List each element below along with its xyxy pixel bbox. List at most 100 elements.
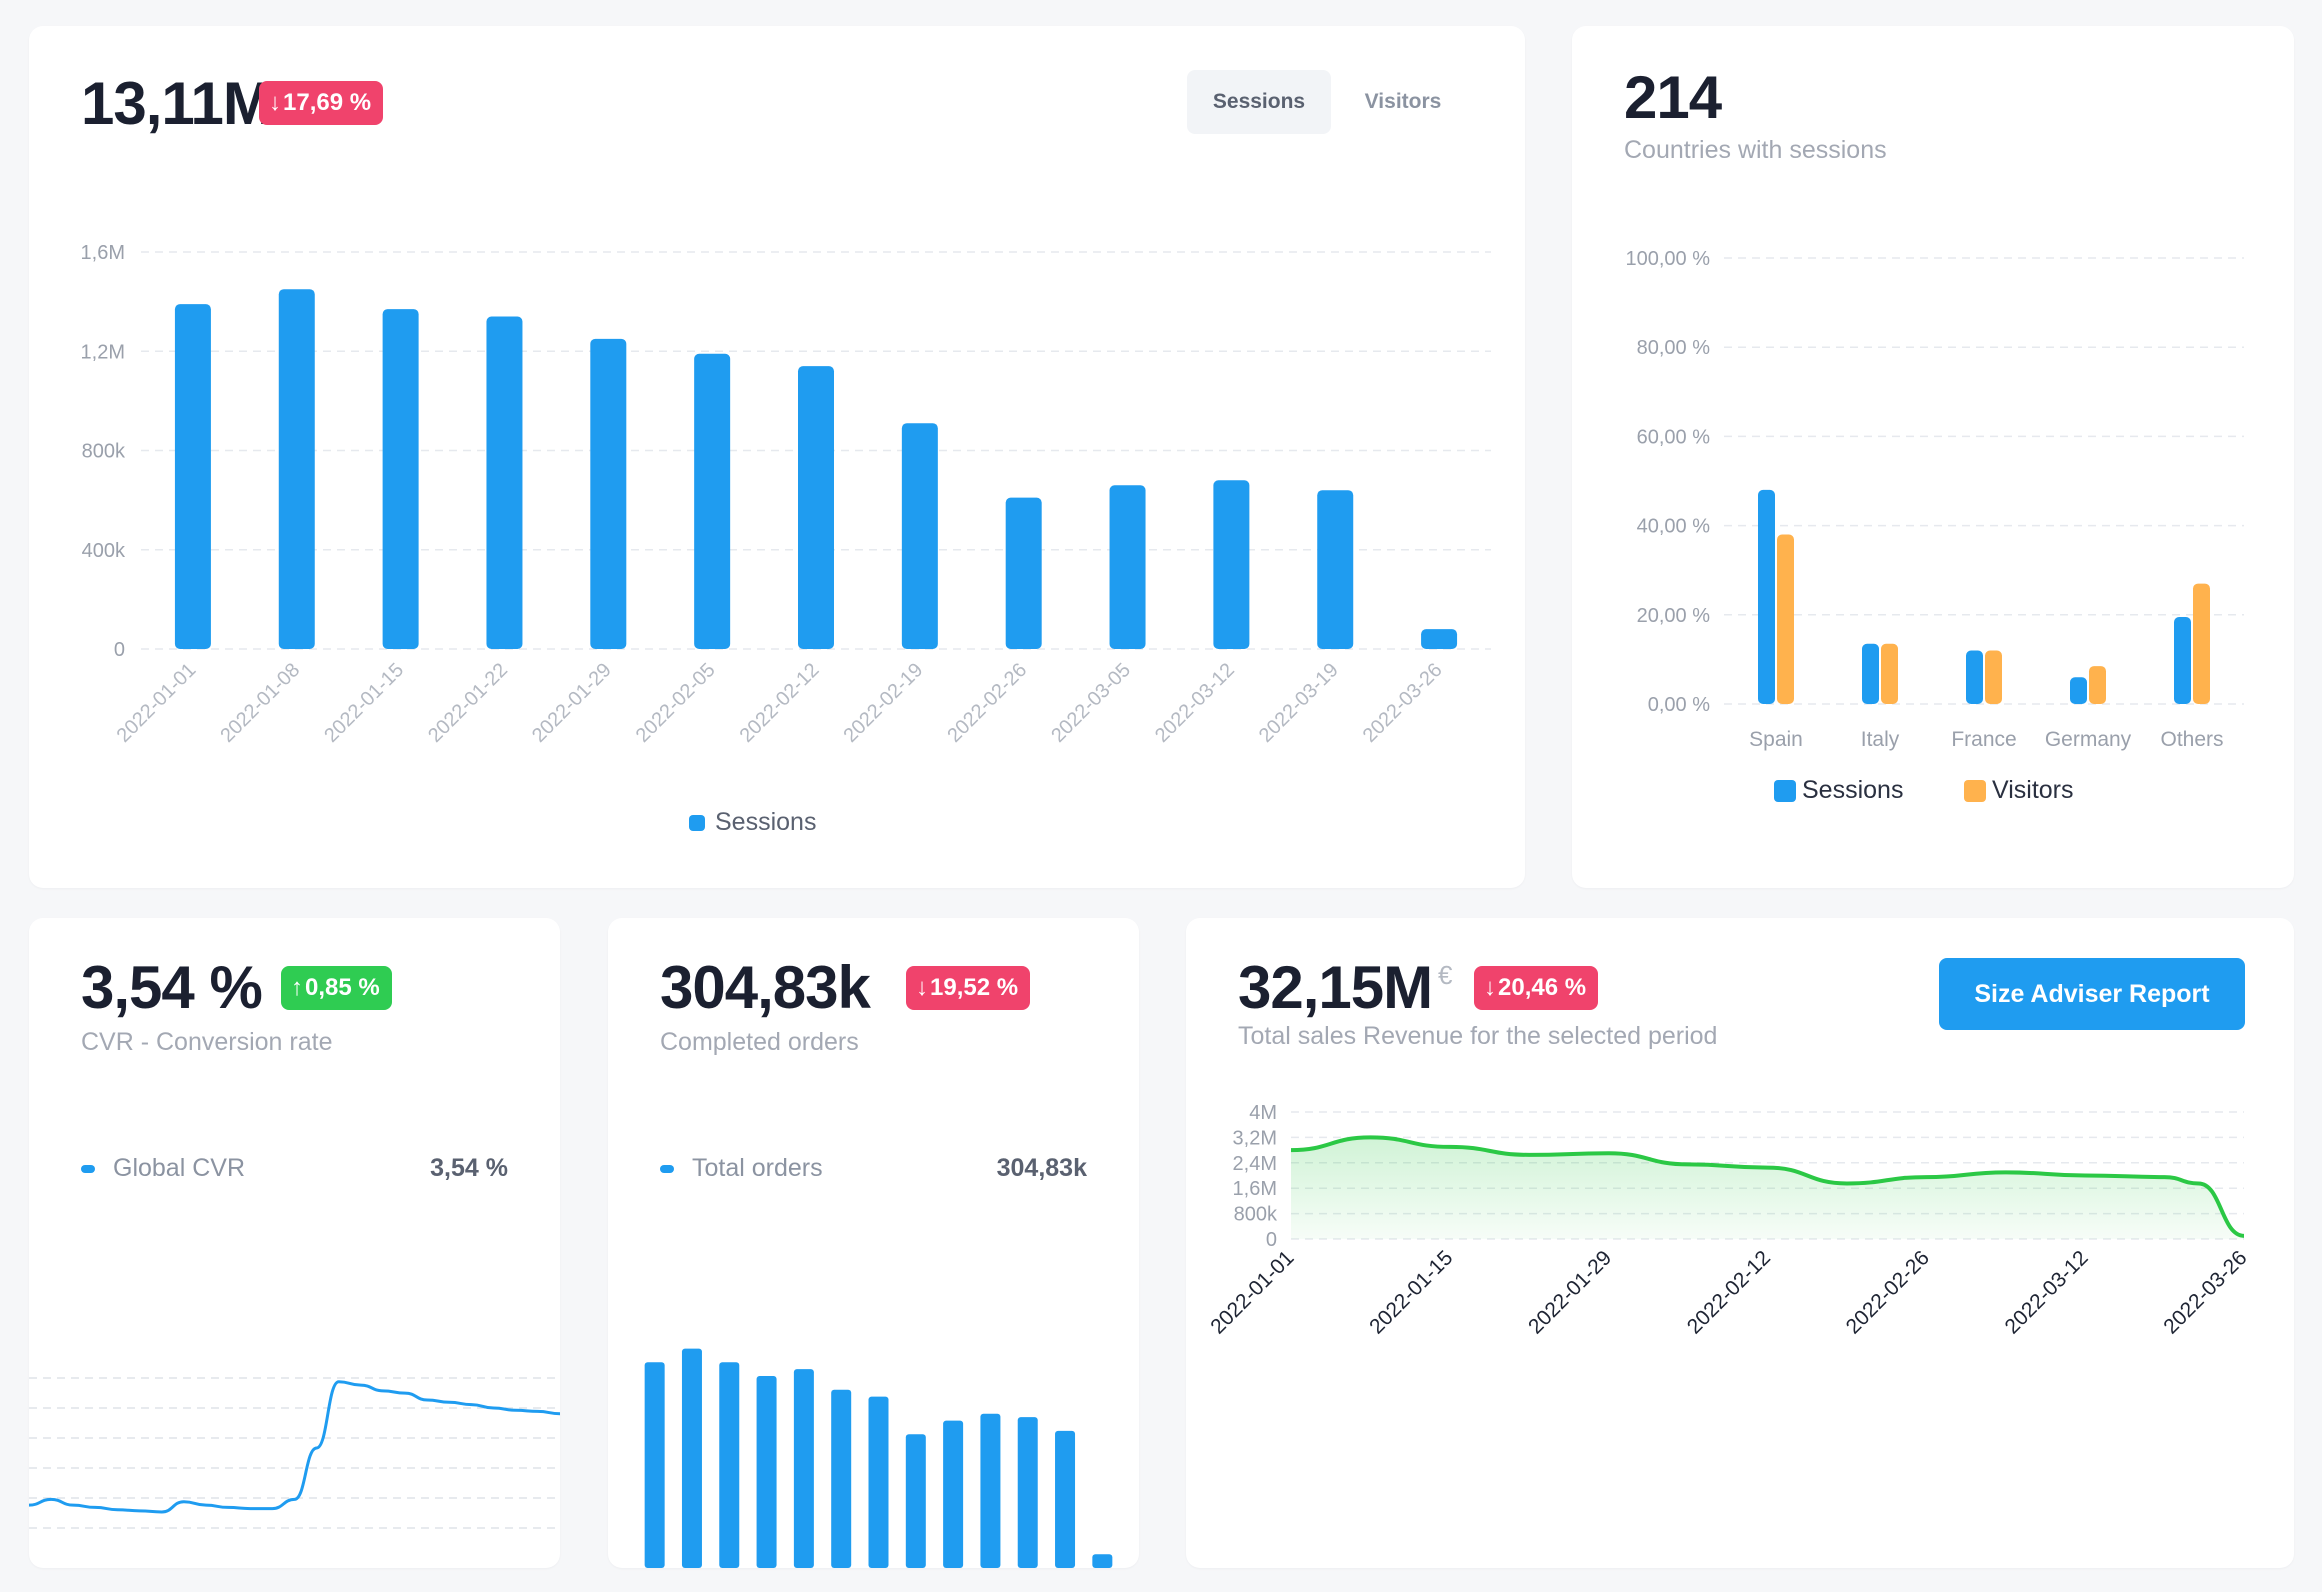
orders-change-badge: ↓19,52 % [906, 966, 1031, 1010]
tab-visitors[interactable]: Visitors [1364, 90, 1442, 113]
legend-sessions-label: Sessions [715, 808, 817, 836]
revenue-area-fill [1291, 1137, 2244, 1239]
y-tick-label: 4M [1249, 1102, 1277, 1124]
sessions-legend[interactable]: Sessions [689, 808, 816, 837]
revenue-subtitle: Total sales Revenue for the selected per… [1238, 1022, 1718, 1050]
countries-bar-sessions[interactable] [2174, 617, 2191, 704]
countries-legend-visitors[interactable]: Visitors [1964, 776, 2074, 805]
cvr-stat-value: 3,54 % [430, 1154, 508, 1182]
countries-legend-sessions[interactable]: Sessions [1774, 776, 1903, 805]
countries-chart: 0,00 % 20,00 % 40,00 % 60,00 % 80,00 % 100,00… [1625, 248, 2244, 751]
legend-dot-orders [660, 1165, 674, 1174]
legend-dot-sessions [689, 815, 705, 832]
x-tick-label: France [1951, 728, 2016, 751]
x-tick-label: 2022-01-08 [216, 659, 304, 747]
sessions-change-badge: ↓17,69 % [259, 81, 384, 125]
y-tick-label: 60,00 % [1637, 426, 1711, 448]
cvr-stat-label: Global CVR [113, 1154, 245, 1182]
cvr-chart [29, 1377, 560, 1529]
countries-bar-sessions[interactable] [1862, 643, 1879, 704]
countries-bar-sessions[interactable] [2070, 677, 2087, 704]
y-tick-label: 1,6M [81, 242, 125, 264]
sessions-bar[interactable] [1317, 490, 1354, 649]
countries-bar-visitors[interactable] [1777, 534, 1794, 704]
orders-bar[interactable] [681, 1348, 702, 1568]
y-tick-label: 1,6M [1233, 1178, 1277, 1200]
x-tick-label: Germany [2045, 728, 2132, 751]
y-tick-label: 20,00 % [1637, 605, 1711, 627]
orders-bar[interactable] [1017, 1417, 1038, 1568]
arrow-down-icon: ↓ [916, 974, 928, 1001]
sessions-bar[interactable] [694, 353, 731, 649]
orders-bar[interactable] [980, 1413, 1001, 1568]
x-tick-label: 2022-02-05 [632, 659, 720, 747]
sessions-bar[interactable] [486, 316, 523, 649]
revenue-change-badge: ↓20,46 % [1474, 966, 1599, 1010]
orders-bar[interactable] [1092, 1554, 1113, 1568]
tab-sessions[interactable]: Sessions [1187, 70, 1331, 134]
x-tick-label: 2022-02-19 [839, 659, 927, 747]
y-tick-label: 80,00 % [1637, 337, 1711, 359]
x-tick-label: 2022-03-05 [1047, 659, 1135, 747]
x-tick-label: 2022-01-22 [424, 659, 512, 747]
sessions-change-value: 17,69 % [283, 89, 372, 116]
countries-bar-visitors[interactable] [1881, 643, 1898, 704]
y-tick-label: 2,4M [1233, 1153, 1277, 1175]
sessions-bar[interactable] [901, 423, 938, 649]
size-adviser-report-button[interactable]: Size Adviser Report [1939, 958, 2245, 1030]
sessions-bar[interactable] [278, 289, 315, 649]
cvr-series-line [29, 1380, 560, 1514]
countries-bar-sessions[interactable] [1758, 489, 1775, 704]
x-tick-label: 2022-03-19 [1255, 659, 1343, 747]
y-tick-label: 3,2M [1233, 1127, 1277, 1149]
countries-bar-sessions[interactable] [1966, 650, 1983, 704]
x-tick-label: 2022-02-26 [1842, 1246, 1934, 1338]
arrow-up-icon: ↑ [291, 974, 303, 1001]
x-tick-label: 2022-01-15 [320, 659, 408, 747]
sessions-bar[interactable] [1421, 629, 1458, 649]
sessions-total: 13,11M [81, 70, 273, 137]
sessions-bar[interactable] [382, 309, 419, 649]
x-tick-label: 2022-03-26 [1359, 659, 1447, 747]
currency-symbol: € [1438, 960, 1453, 990]
orders-bar[interactable] [756, 1376, 777, 1568]
countries-subtitle: Countries with sessions [1624, 136, 1887, 164]
orders-bar[interactable] [868, 1396, 889, 1568]
x-tick-label: 2022-03-12 [1151, 659, 1239, 747]
countries-bar-visitors[interactable] [2089, 666, 2106, 704]
legend-dot-visitors [1964, 780, 1986, 803]
cvr-value: 3,54 % [81, 954, 263, 1021]
sessions-bar[interactable] [1213, 480, 1250, 649]
x-tick-label: 2022-02-12 [1683, 1246, 1775, 1338]
orders-subtitle: Completed orders [660, 1028, 859, 1056]
orders-bar[interactable] [943, 1420, 964, 1568]
revenue-series-line [1290, 1135, 2245, 1238]
cvr-change-badge: ↑0,85 % [281, 966, 392, 1010]
sessions-bar[interactable] [590, 338, 627, 649]
orders-stat-label: Total orders [692, 1154, 823, 1182]
countries-bar-visitors[interactable] [1985, 650, 2002, 704]
orders-bar[interactable] [905, 1434, 926, 1568]
y-tick-label: 0,00 % [1648, 694, 1710, 716]
sessions-bar[interactable] [798, 366, 834, 649]
orders-bar[interactable] [831, 1389, 852, 1568]
sessions-bar[interactable] [1005, 497, 1042, 649]
countries-bar-visitors[interactable] [2193, 583, 2210, 704]
arrow-down-icon: ↓ [1484, 974, 1496, 1001]
x-tick-label: 2022-01-15 [1365, 1246, 1457, 1338]
sessions-bar[interactable] [1109, 485, 1146, 649]
revenue-card: 32,15M € ↓20,46 % Total sales Revenue fo… [1186, 918, 2294, 1568]
y-tick-label: 0 [1266, 1229, 1277, 1251]
arrow-down-icon: ↓ [269, 89, 281, 116]
orders-bar[interactable] [793, 1369, 814, 1568]
orders-bar[interactable] [644, 1362, 665, 1568]
x-tick-label: Italy [1861, 728, 1900, 751]
sessions-bar[interactable] [174, 304, 211, 649]
sessions-card: 13,11M ↓17,69 % Sessions Visitors 0 400k 8… [29, 26, 1525, 888]
orders-bar[interactable] [719, 1362, 740, 1568]
y-tick-label: 800k [82, 441, 126, 463]
x-tick-label: Spain [1749, 728, 1803, 751]
x-tick-label: 2022-03-26 [2159, 1246, 2251, 1338]
orders-bar[interactable] [1055, 1430, 1076, 1568]
